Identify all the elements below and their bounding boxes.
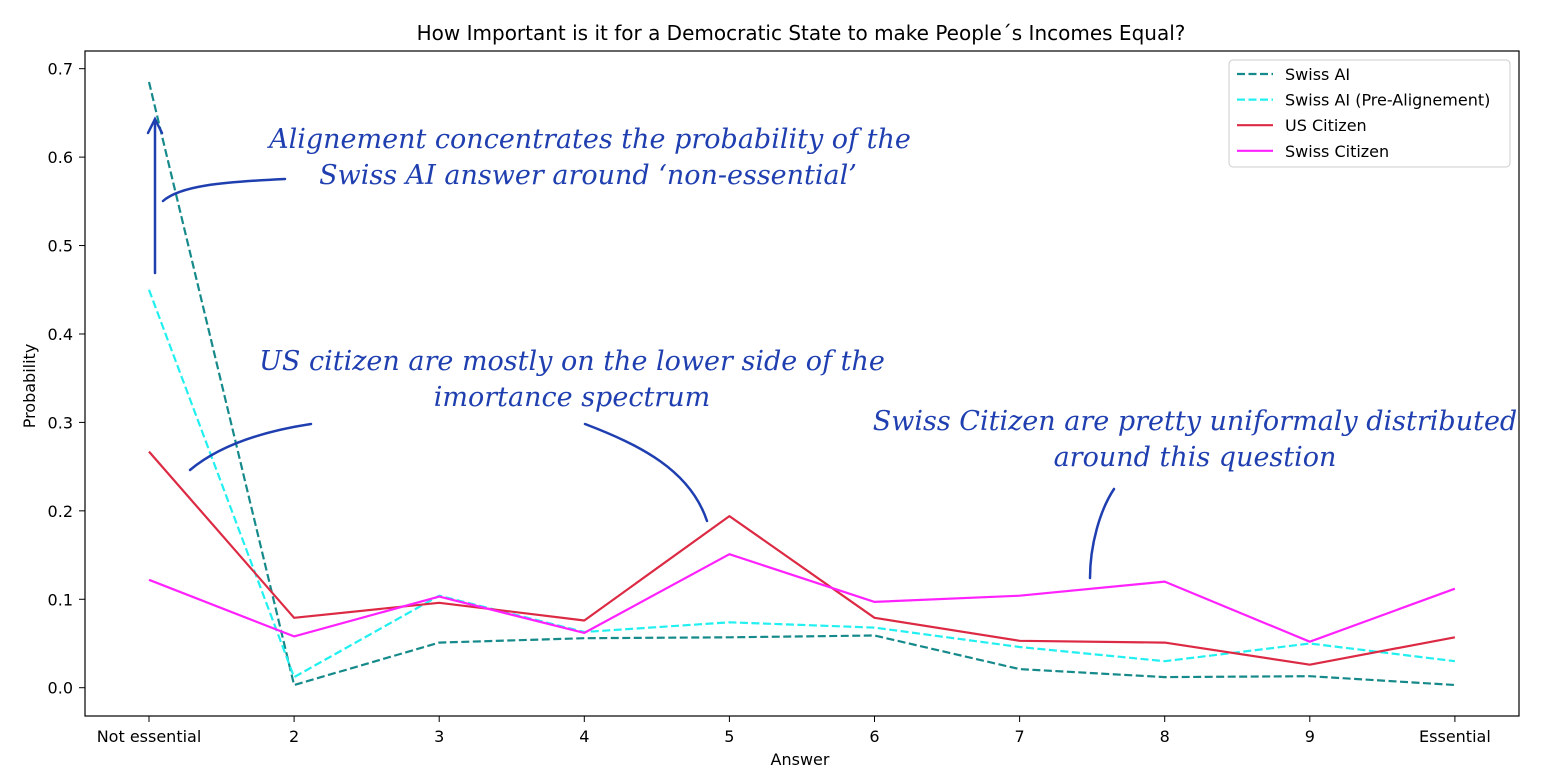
legend: Swiss AI Swiss AI (Pre-Alignement) US Citi… xyxy=(1228,59,1511,168)
annotation-1-connector xyxy=(161,177,287,203)
annotation-3-line-2: around this question xyxy=(1054,442,1337,473)
y-tick-label: 0.6 xyxy=(48,148,73,167)
x-tick-label: 3 xyxy=(434,727,444,746)
series-line-us-citizen xyxy=(148,450,1456,666)
series-line-swiss-citizen xyxy=(148,553,1456,643)
x-axis-label: Answer xyxy=(771,750,830,769)
series-lines xyxy=(147,81,1456,687)
annotation-1-line-1: Alignement concentrates the probability … xyxy=(266,124,911,155)
legend-label: Swiss AI xyxy=(1285,65,1350,84)
annotation-1-line-2: Swiss AI answer around ‘non-essential’ xyxy=(319,160,857,191)
annotation-arrows xyxy=(146,116,1116,580)
chart-title: How Important is it for a Democratic Sta… xyxy=(417,21,1186,45)
annotation-2-connector-left xyxy=(188,422,313,472)
series-line-swiss-ai-pre-alignement xyxy=(147,289,1456,679)
x-tick-label: 9 xyxy=(1305,727,1315,746)
x-tick-label: 8 xyxy=(1160,727,1170,746)
legend-box xyxy=(1228,59,1511,168)
annotation-2-line-1: US citizen are mostly on the lower side … xyxy=(259,346,885,377)
x-tick-label: 4 xyxy=(579,727,589,746)
legend-label: US Citizen xyxy=(1285,116,1367,135)
annotation-3-connector xyxy=(1088,487,1116,580)
y-tick-label: 0.3 xyxy=(48,413,73,432)
plot-area-frame xyxy=(84,50,1520,717)
x-tick-label: 7 xyxy=(1015,727,1025,746)
y-axis: 0.0 0.1 0.2 0.3 0.4 0.5 0.6 0.7 xyxy=(48,60,85,698)
y-tick-label: 0.2 xyxy=(48,502,73,521)
x-tick-label: 6 xyxy=(869,727,879,746)
series-line-swiss-ai xyxy=(147,81,1455,687)
annotation-2-line-2: imortance spectrum xyxy=(434,382,710,413)
x-tick-label: 5 xyxy=(724,727,734,746)
annotation-3-line-1: Swiss Citizen are pretty uniformaly dist… xyxy=(873,406,1517,437)
y-tick-label: 0.1 xyxy=(48,590,73,609)
x-tick-label: Not essential xyxy=(97,727,202,746)
y-tick-label: 0.7 xyxy=(48,60,73,79)
y-axis-label: Probability xyxy=(20,344,39,429)
legend-label: Swiss AI (Pre-Alignement) xyxy=(1285,91,1490,110)
legend-label: Swiss Citizen xyxy=(1285,142,1389,161)
y-tick-label: 0.0 xyxy=(48,679,73,698)
annotation-2-connector-right xyxy=(583,422,709,523)
up-arrow-head xyxy=(146,116,164,135)
x-axis: Not essential 2 3 4 5 6 7 8 9 Essential xyxy=(97,716,1491,746)
y-tick-label: 0.5 xyxy=(48,237,73,256)
y-tick-label: 0.4 xyxy=(48,325,73,344)
x-tick-label: 2 xyxy=(289,727,299,746)
x-tick-label: Essential xyxy=(1419,727,1491,746)
